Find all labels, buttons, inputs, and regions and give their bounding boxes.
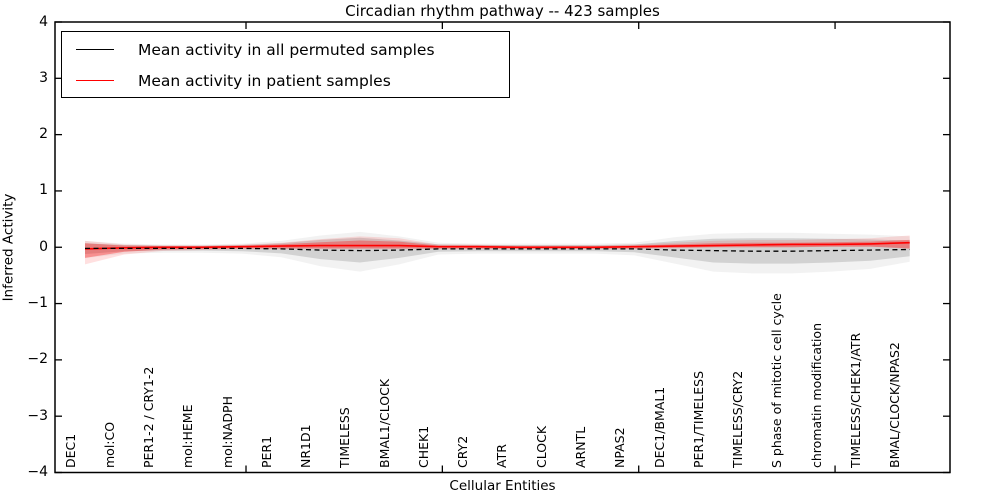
x-tick-label: NR1D1 xyxy=(298,424,314,468)
y-tick-label: −1 xyxy=(27,295,48,312)
series-line-patient xyxy=(84,241,910,250)
x-tick-label: TIMELESS/CHEK1/ATR xyxy=(847,332,863,468)
chart-title: Circadian rhythm pathway -- 423 samples xyxy=(345,2,660,20)
series-line-permuted xyxy=(85,247,910,252)
x-tick-label: ATR xyxy=(494,444,510,468)
permuted-samples-range-outer xyxy=(85,231,910,274)
y-tick-label: 1 xyxy=(39,182,48,199)
x-tick-label: mol:HEME xyxy=(180,404,196,469)
x-tick-label: BMAL/CLOCK/NPAS2 xyxy=(887,342,903,468)
legend-label: Mean activity in patient samples xyxy=(138,71,391,90)
permuted-samples-range xyxy=(85,237,910,264)
x-tick-label: chromatin modification xyxy=(808,323,824,468)
y-tick-label: 3 xyxy=(39,69,48,86)
x-tick-label: CHEK1 xyxy=(415,425,431,468)
legend-entry-permuted: Mean activity in all permuted samples xyxy=(62,34,509,65)
x-tick-label: TIMELESS/CRY2 xyxy=(730,370,746,468)
x-tick-label: PER1/TIMELESS xyxy=(690,370,706,468)
x-tick-label: CRY2 xyxy=(455,435,471,468)
x-tick-label: ARNTL xyxy=(573,426,588,468)
x-tick-label: DEC1 xyxy=(62,433,78,468)
x-tick-label: NPAS2 xyxy=(612,427,628,468)
x-tick-label: DEC1/BMAL1 xyxy=(651,386,667,468)
x-tick-label: TIMELESS xyxy=(337,407,353,468)
y-tick-label: −2 xyxy=(27,351,48,368)
x-tick-label: mol:NADPH xyxy=(219,396,235,468)
x-tick-label: S phase of mitotic cell cycle xyxy=(769,293,785,468)
legend: Mean activity in all permuted samples Me… xyxy=(61,31,510,98)
x-tick-label: PER1 xyxy=(258,435,274,468)
patient-samples-range xyxy=(85,239,910,258)
y-tick-label: 0 xyxy=(39,238,48,255)
black-line-sample-icon xyxy=(76,49,114,50)
x-tick-label: BMAL1/CLOCK xyxy=(376,378,392,468)
y-tick-label: 4 xyxy=(39,13,48,30)
legend-label: Mean activity in all permuted samples xyxy=(138,40,435,59)
y-tick-label: −3 xyxy=(27,407,48,424)
x-tick-label: CLOCK xyxy=(533,425,549,468)
y-tick-label: −4 xyxy=(27,464,48,480)
patient-samples-range-outer xyxy=(85,235,910,265)
red-line-sample-icon xyxy=(76,80,114,81)
x-tick-label: PER1-2 / CRY1-2 xyxy=(141,366,157,468)
x-axis-label: Cellular Entities xyxy=(449,478,556,494)
legend-entry-patient: Mean activity in patient samples xyxy=(62,65,509,96)
x-tick-label: mol:CO xyxy=(101,421,117,468)
y-tick-label: 2 xyxy=(39,126,48,143)
